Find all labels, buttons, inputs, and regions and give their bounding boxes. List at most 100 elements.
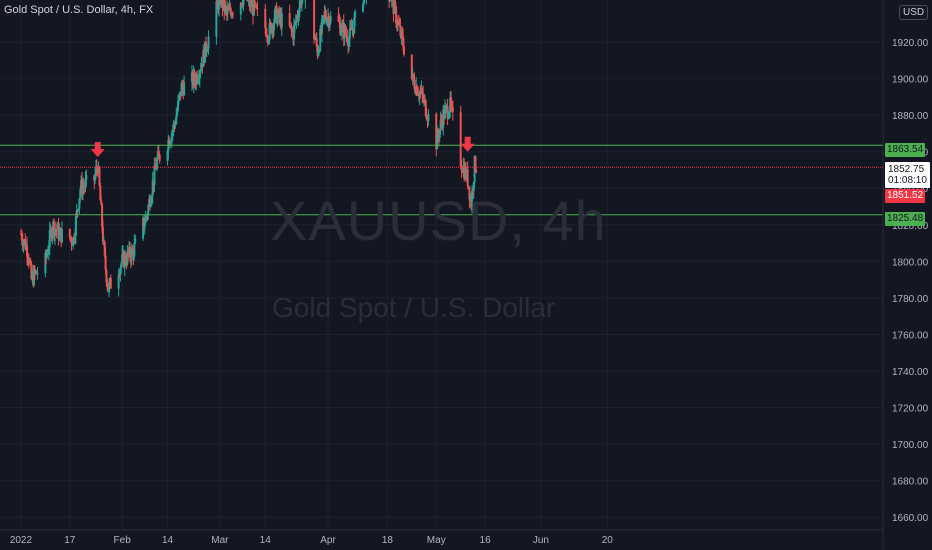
candle-body (117, 275, 120, 289)
candle-body (255, 4, 258, 9)
time-axis-label: Mar (211, 535, 229, 546)
candle-body (295, 16, 298, 22)
candle-body (313, 0, 316, 40)
candle-body (193, 72, 196, 81)
price-axis-label: 1680.00 (892, 477, 929, 488)
candle-body (436, 131, 439, 137)
candle-body (143, 223, 146, 228)
candle-body (83, 186, 86, 188)
candle-body (119, 267, 122, 276)
candle-body (361, 4, 364, 12)
candle-body (421, 89, 424, 95)
candle-body (328, 22, 331, 27)
candle-body (242, 0, 245, 6)
candle-body (105, 269, 108, 283)
candle-body (227, 9, 230, 11)
time-axis-label: 20 (602, 535, 614, 546)
candle-body (142, 217, 145, 239)
candle-body (130, 248, 133, 261)
candle-body (425, 116, 428, 120)
candle-body (103, 241, 106, 256)
candle-body (229, 6, 232, 12)
candle-body (121, 254, 124, 264)
candle-body (340, 31, 343, 35)
candle-body (422, 94, 425, 101)
candle-body (354, 11, 357, 18)
down-arrow-marker (90, 142, 105, 158)
candle-body (46, 252, 49, 254)
candle-body (60, 228, 63, 243)
candle-body (35, 271, 38, 274)
time-axis-label: Feb (114, 535, 132, 546)
candle-body (439, 120, 442, 130)
candle-body (275, 5, 278, 24)
candle-body (436, 131, 439, 150)
candle-body (46, 253, 49, 257)
candle-body (402, 36, 405, 47)
candle-body (108, 282, 111, 292)
candle-body (74, 235, 77, 241)
candle-body (265, 27, 268, 37)
symbol-title[interactable]: Gold Spot / U.S. Dollar, 4h, FX (4, 4, 154, 16)
candle-body (467, 185, 470, 188)
candle-body (98, 167, 101, 186)
candle-body (419, 92, 422, 94)
candle-body (278, 9, 281, 19)
candle-body (224, 5, 227, 9)
candle-body (177, 97, 180, 101)
candle-body (253, 0, 256, 6)
candle-body (410, 54, 413, 79)
candle-body (418, 92, 421, 97)
candle-body (155, 168, 158, 170)
candle-body (389, 0, 392, 1)
candle-body (471, 190, 474, 192)
time-axis-label: 16 (480, 535, 492, 546)
candle-body (252, 0, 255, 16)
candle-body (265, 36, 268, 38)
candle-body (77, 208, 80, 211)
price-axis-label: 1880.00 (892, 111, 929, 122)
candle-body (362, 0, 365, 5)
candle-body (268, 23, 271, 40)
candle-body (176, 110, 179, 116)
candle-body (20, 234, 23, 241)
candle-body (53, 221, 56, 237)
candle-body (129, 246, 132, 258)
candle-body (134, 238, 137, 243)
candle-body (448, 112, 451, 117)
last-price-value: 1852.75 (888, 164, 925, 175)
candle-body (447, 116, 450, 119)
candle-body (413, 80, 416, 89)
candle-body (146, 214, 149, 217)
candle-body (329, 15, 332, 23)
candle-body (176, 100, 179, 111)
candle-body (173, 123, 176, 125)
candle-body (472, 182, 475, 191)
candle-body (29, 261, 32, 264)
candle-body (443, 107, 446, 119)
candle-body (78, 198, 81, 209)
candle-body (26, 256, 29, 258)
candle-body (298, 8, 301, 18)
last-price-tag: 1852.75 01:08:10 (885, 162, 930, 188)
price-axis-label: 1800.00 (892, 257, 929, 268)
candle-body (471, 190, 474, 208)
candle-body (217, 0, 220, 10)
candle-body (474, 156, 477, 171)
candle-body (206, 48, 209, 52)
candle-body (76, 209, 79, 211)
candle-body (416, 85, 419, 95)
candle-body (438, 129, 441, 138)
currency-button[interactable]: USD (899, 5, 929, 20)
candle-body (317, 51, 320, 57)
candle-body (339, 22, 342, 35)
candle-body (101, 227, 104, 243)
candle-body (94, 174, 97, 181)
candle-body (294, 21, 297, 23)
candle-body (450, 106, 453, 108)
candle-body (319, 29, 322, 51)
candle-body (30, 263, 33, 279)
candle-body (22, 241, 25, 246)
price-axis-label: 1920.00 (892, 38, 929, 49)
